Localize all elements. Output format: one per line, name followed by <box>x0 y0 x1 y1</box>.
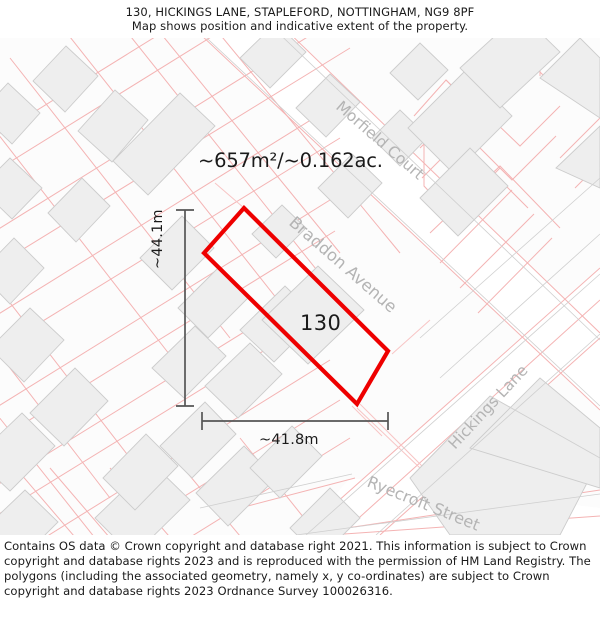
area-label: ~657m²/~0.162ac. <box>198 149 383 172</box>
dimension-vertical-label: ~44.1m <box>150 209 166 269</box>
dimension-rulers <box>176 209 389 430</box>
property-boundary-polygon[interactable] <box>201 204 391 408</box>
map-footer: Contains OS data © Crown copyright and d… <box>0 537 600 625</box>
map-canvas[interactable]: Morfield Court Braddon Avenue Hickings L… <box>0 38 600 535</box>
copyright-text: Contains OS data © Crown copyright and d… <box>4 539 591 599</box>
map-vector-layer: Morfield Court Braddon Avenue Hickings L… <box>0 38 600 535</box>
kerb-lines <box>199 38 600 535</box>
dimension-horizontal-label: ~41.8m <box>259 432 319 448</box>
plot-number-label: 130 <box>300 311 342 335</box>
page-title: 130, HICKINGS LANE, STAPLEFORD, NOTTINGH… <box>125 5 475 19</box>
page-subtitle: Map shows position and indicative extent… <box>131 19 469 33</box>
map-header: 130, HICKINGS LANE, STAPLEFORD, NOTTINGH… <box>0 0 600 38</box>
